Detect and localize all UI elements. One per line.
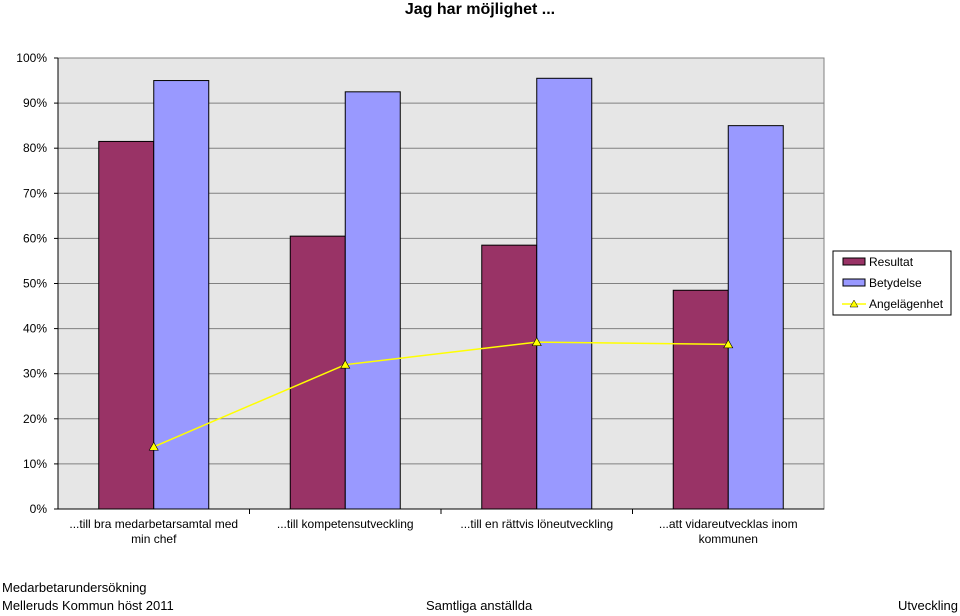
legend-label: Resultat [869, 255, 914, 269]
legend-swatch-resultat [842, 257, 866, 266]
chart-title: Jag har möjlighet ... [404, 1, 556, 18]
bar-resultat [98, 140, 155, 510]
legend-swatch-betydelse [842, 278, 866, 287]
footer-organization: Melleruds Kommun höst 2011 [2, 598, 174, 613]
y-tick-label: 90% [23, 96, 47, 110]
marker-angelägenhet [148, 441, 159, 451]
y-tick-label: 10% [23, 457, 47, 471]
footer-survey-name: Medarbetarundersökning [2, 580, 147, 595]
bar-betydelse [536, 77, 593, 510]
y-tick-label: 30% [23, 367, 47, 381]
y-tick-label: 40% [23, 322, 47, 336]
y-tick-label: 80% [23, 141, 47, 155]
x-category-label: ...till kompetensutveckling [277, 517, 414, 531]
line-angelägenhet [153, 341, 729, 448]
bar-resultat [289, 235, 346, 510]
legend-marker-angelägenhet [849, 299, 859, 308]
y-tick-label: 20% [23, 412, 47, 426]
footer-group: Samtliga anställda [426, 598, 533, 613]
legend-label: Betydelse [869, 276, 922, 290]
y-tick-label: 60% [23, 231, 47, 245]
bar-resultat [672, 289, 729, 510]
bar-betydelse [153, 80, 210, 510]
legend-label: Angelägenhet [869, 297, 944, 311]
marker-angelägenhet [340, 359, 351, 369]
bar-betydelse [344, 91, 401, 510]
bar-betydelse [727, 125, 784, 510]
x-category-label: ...till en rättvis löneutveckling [460, 517, 613, 531]
y-tick-label: 70% [23, 186, 47, 200]
y-tick-label: 100% [16, 51, 47, 65]
y-tick-label: 50% [23, 277, 47, 291]
x-category-label: ...att vidareutvecklas inom kommunen [659, 517, 798, 546]
marker-angelägenhet [723, 339, 734, 349]
footer-section: Utveckling [898, 598, 958, 613]
bar-resultat [481, 244, 538, 510]
marker-angelägenhet [531, 337, 542, 346]
y-tick-label: 0% [30, 502, 48, 516]
x-category-label: ...till bra medarbetarsamtal med min chef [69, 517, 238, 546]
